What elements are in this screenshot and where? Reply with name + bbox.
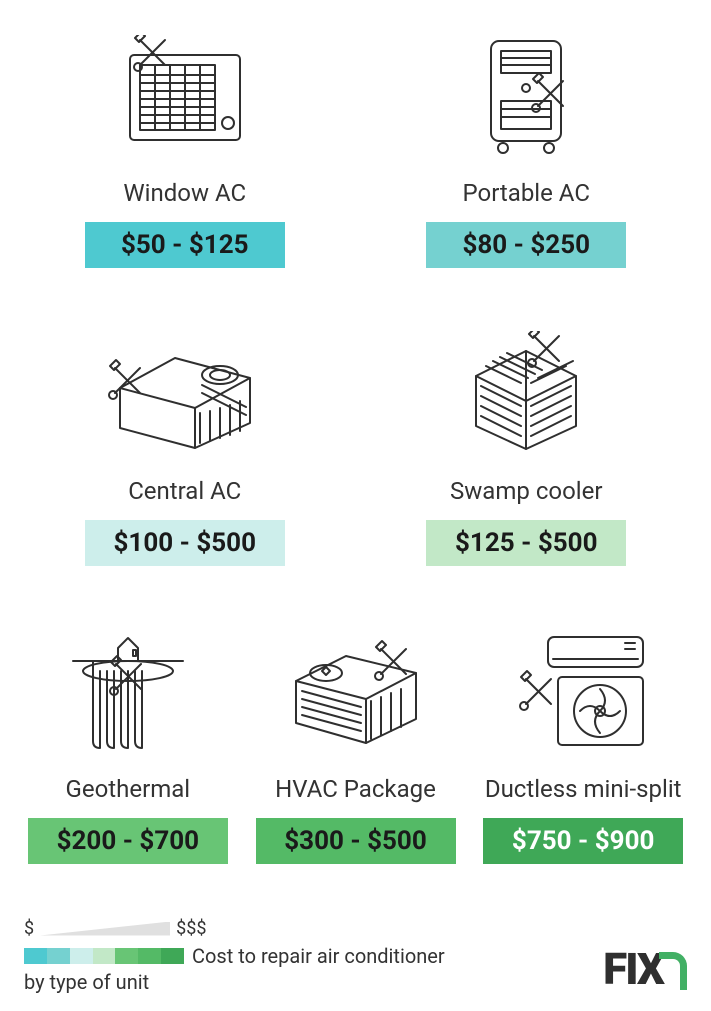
legend-caption-2: by type of unit	[24, 969, 687, 995]
label: Window AC	[123, 166, 246, 222]
window-ac-icon	[115, 30, 255, 160]
label: Geothermal	[66, 762, 191, 818]
price-badge: $200 - $700	[28, 818, 228, 864]
portable-ac-icon	[471, 30, 581, 160]
legend-gradient-row: Cost to repair air conditioner	[24, 943, 687, 969]
card-geothermal: Geothermal $200 - $700	[24, 626, 232, 864]
label: Ductless mini-split	[485, 762, 682, 818]
scale-wedge-icon	[40, 922, 170, 936]
swamp-cooler-icon	[451, 328, 601, 458]
legend-high: $$$	[176, 918, 206, 939]
card-portable-ac: Portable AC $80 - $250	[366, 30, 688, 268]
price-badge: $125 - $500	[426, 520, 626, 566]
price-badge: $300 - $500	[256, 818, 456, 864]
price-badge: $100 - $500	[85, 520, 285, 566]
price-badge: $80 - $250	[426, 222, 626, 268]
gradient-bar	[24, 948, 184, 964]
legend-low: $	[24, 918, 34, 939]
row-3: Geothermal $200 - $700 HVAC Package $300…	[24, 626, 687, 864]
price-badge: $50 - $125	[85, 222, 285, 268]
card-hvac-package: HVAC Package $300 - $500	[252, 626, 460, 864]
label: Portable AC	[463, 166, 590, 222]
brand-logo: FIX	[603, 943, 687, 995]
footer: $ $$$ Cost to repair air conditioner by …	[24, 918, 687, 995]
card-ductless-mini-split: Ductless mini-split $750 - $900	[479, 626, 687, 864]
card-central-ac: Central AC $100 - $500	[24, 328, 346, 566]
card-swamp-cooler: Swamp cooler $125 - $500	[366, 328, 688, 566]
label: Swamp cooler	[450, 464, 602, 520]
legend-caption-1: Cost to repair air conditioner	[192, 943, 445, 969]
legend-scale: $ $$$	[24, 918, 687, 939]
card-window-ac: Window AC $50 - $125	[24, 30, 346, 268]
price-badge: $750 - $900	[483, 818, 683, 864]
ductless-mini-split-icon	[513, 626, 653, 756]
label: Central AC	[128, 464, 241, 520]
label: HVAC Package	[275, 762, 436, 818]
row-1: Window AC $50 - $125 Portable AC $80 - $…	[24, 30, 687, 268]
hvac-package-icon	[276, 626, 436, 756]
geothermal-icon	[63, 626, 193, 756]
row-2: Central AC $100 - $500 Swamp cooler	[24, 328, 687, 566]
brand-text: FIX	[603, 943, 663, 995]
central-ac-icon	[100, 328, 270, 458]
brand-accent-icon	[659, 952, 687, 990]
